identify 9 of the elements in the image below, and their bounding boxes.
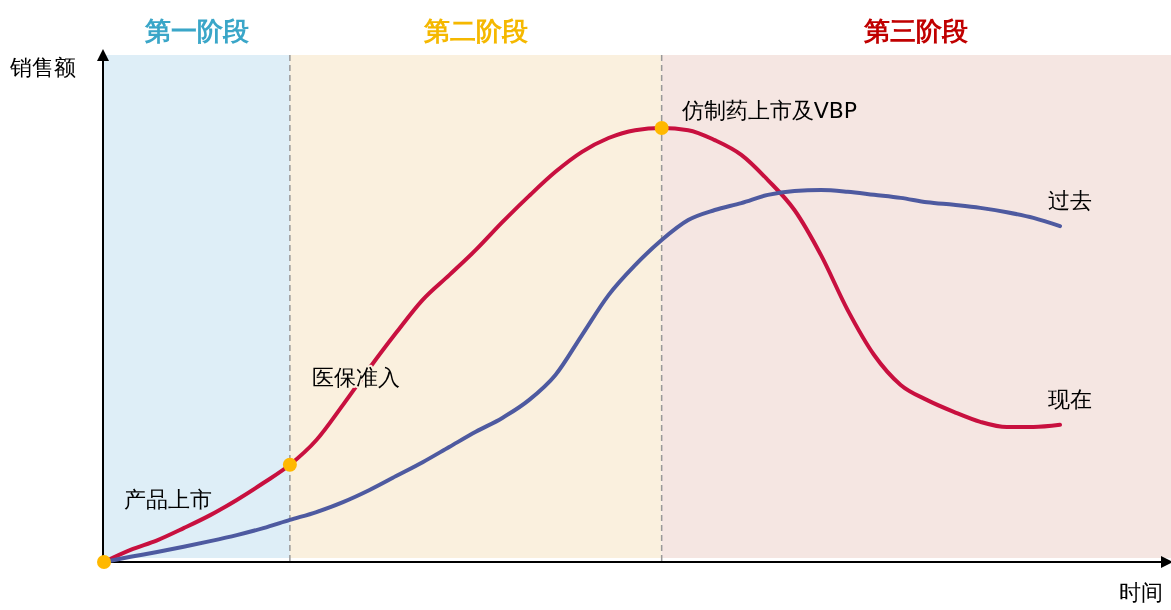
y-axis-title: 销售额	[9, 55, 76, 80]
text: 第二阶段	[422, 16, 529, 46]
series-label: 现在	[1048, 386, 1092, 412]
text: 仿制药上市及VBP	[680, 98, 858, 123]
series-label: 过去	[1048, 188, 1092, 214]
annotation: 产品上市	[124, 487, 212, 512]
text: 第一阶段	[143, 16, 250, 46]
text: 第三阶段	[863, 16, 970, 46]
x-axis-title: 时间	[1119, 580, 1163, 605]
